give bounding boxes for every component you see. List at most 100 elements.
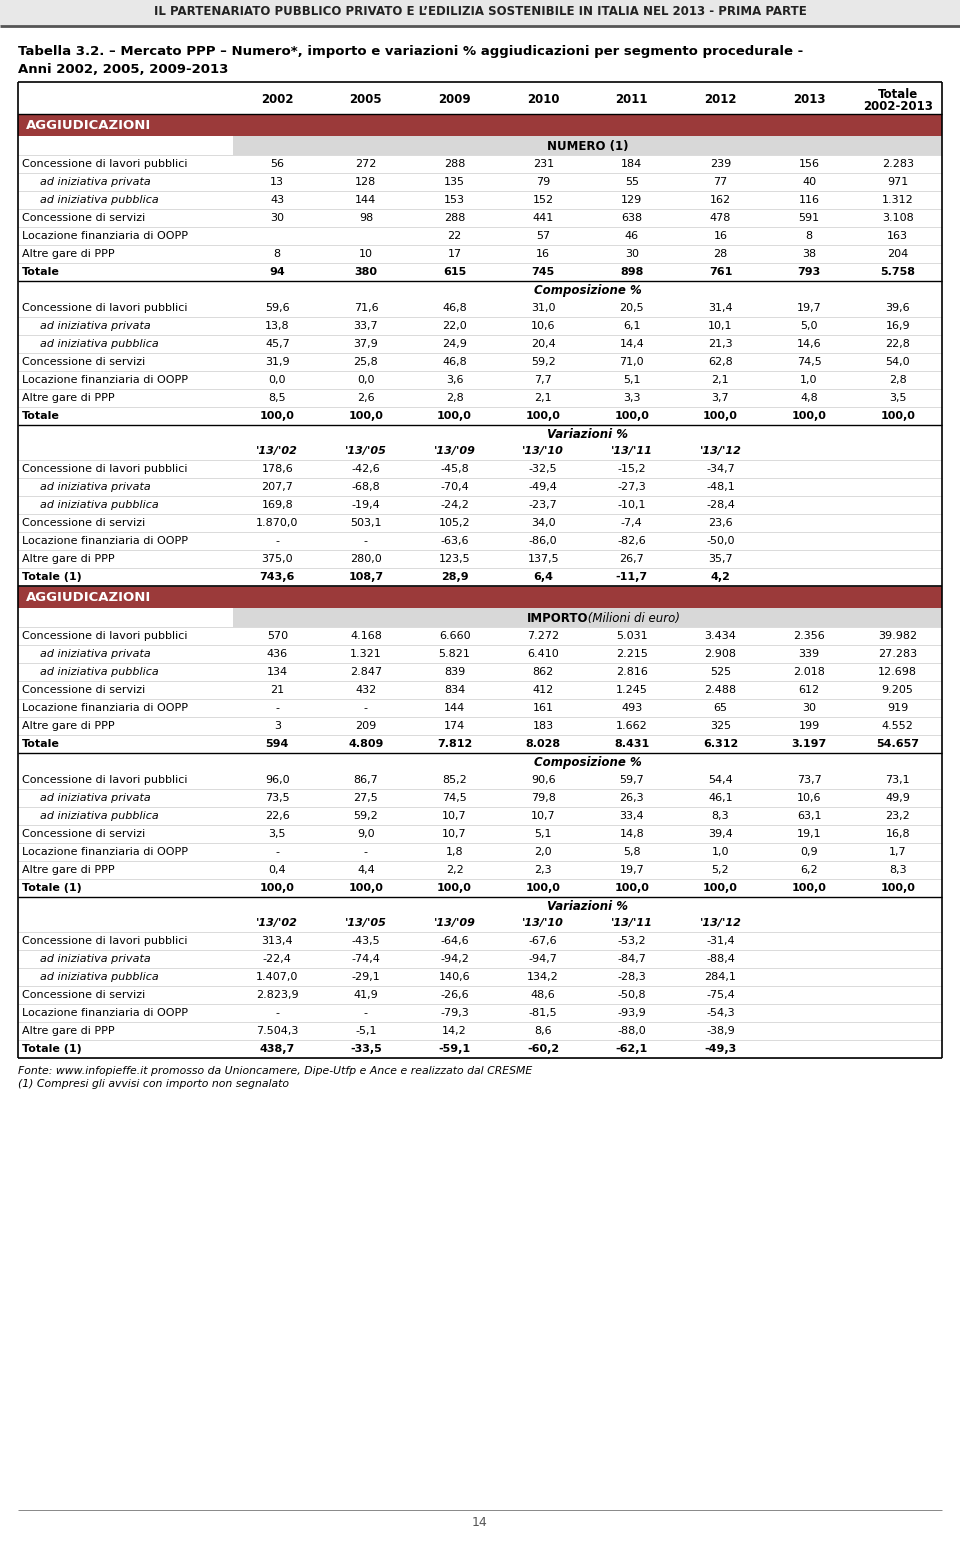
Bar [18,532,942,549]
Text: 108,7: 108,7 [348,572,383,582]
Text: -81,5: -81,5 [529,1008,558,1018]
Text: 2012: 2012 [705,93,736,106]
Text: 503,1: 503,1 [350,518,382,528]
Bar [18,82,942,114]
Text: 5,2: 5,2 [711,866,730,875]
Text: -82,6: -82,6 [617,535,646,546]
Text: 288: 288 [444,213,466,224]
Text: 10,1: 10,1 [708,321,732,332]
Text: 441: 441 [533,213,554,224]
Text: ad iniziativa pubblica: ad iniziativa pubblica [40,500,158,511]
Text: 8,3: 8,3 [889,866,906,875]
Text: Altre gare di PPP: Altre gare di PPP [22,554,114,565]
Text: 5,8: 5,8 [623,847,640,856]
Text: 2002-2013: 2002-2013 [863,100,932,113]
Bar [18,335,942,353]
Text: 2.823,9: 2.823,9 [256,991,299,1000]
Text: 100,0: 100,0 [437,410,472,421]
Text: 2,1: 2,1 [535,393,552,403]
Text: 204: 204 [887,248,908,259]
Text: 17: 17 [447,248,462,259]
Text: 638: 638 [621,213,642,224]
Text: 4.168: 4.168 [350,631,382,640]
Text: NUMERO (1): NUMERO (1) [547,140,628,153]
Text: 56: 56 [271,159,284,170]
Text: 5,1: 5,1 [623,375,640,386]
Text: 43: 43 [271,194,284,205]
Text: 46,8: 46,8 [443,302,467,313]
Text: 73,5: 73,5 [265,793,290,802]
Bar [18,826,942,842]
Bar [18,861,942,880]
Text: 28,9: 28,9 [441,572,468,582]
Text: 39.982: 39.982 [878,631,917,640]
Text: 7,7: 7,7 [535,375,552,386]
Text: 594: 594 [266,739,289,748]
Text: 152: 152 [533,194,554,205]
Bar [18,478,942,495]
Text: 38: 38 [802,248,816,259]
Text: -31,4: -31,4 [707,937,734,946]
Text: '13/'11: '13/'11 [611,918,653,927]
Text: 2010: 2010 [527,93,560,106]
Bar [18,932,942,950]
Text: -15,2: -15,2 [617,464,646,474]
Text: -34,7: -34,7 [706,464,734,474]
Text: 24,9: 24,9 [443,339,467,349]
Text: -64,6: -64,6 [441,937,468,946]
Text: 6.410: 6.410 [527,650,559,659]
Text: 1.407,0: 1.407,0 [256,972,299,981]
Text: 5,1: 5,1 [535,829,552,839]
Text: 919: 919 [887,704,908,713]
Text: 8,3: 8,3 [711,812,730,821]
Bar [18,191,942,208]
Text: -23,7: -23,7 [529,500,558,511]
Text: 55: 55 [625,177,638,187]
Text: 4.552: 4.552 [881,721,914,731]
Text: ad iniziativa pubblica: ad iniziativa pubblica [40,194,158,205]
Text: -32,5: -32,5 [529,464,558,474]
Text: -53,2: -53,2 [617,937,646,946]
Text: -: - [364,535,368,546]
Text: 1.312: 1.312 [882,194,914,205]
Text: 284,1: 284,1 [705,972,736,981]
Text: 8.431: 8.431 [614,739,649,748]
Text: 100,0: 100,0 [348,410,383,421]
Text: 3,5: 3,5 [269,829,286,839]
Text: Totale (1): Totale (1) [22,572,82,582]
Text: 19,1: 19,1 [797,829,822,839]
Text: Altre gare di PPP: Altre gare di PPP [22,248,114,259]
Text: 174: 174 [444,721,466,731]
Text: 793: 793 [798,267,821,278]
Text: 2,3: 2,3 [535,866,552,875]
Text: 5.821: 5.821 [439,650,470,659]
Text: 31,9: 31,9 [265,356,290,367]
Text: 57: 57 [536,231,550,241]
Text: 2.215: 2.215 [616,650,648,659]
Text: 21,3: 21,3 [708,339,732,349]
Text: 86,7: 86,7 [353,775,378,785]
Text: 10,7: 10,7 [443,829,467,839]
Bar [18,699,942,717]
Text: -63,6: -63,6 [441,535,468,546]
Text: 19,7: 19,7 [619,866,644,875]
Text: -19,4: -19,4 [351,500,380,511]
Text: 31,4: 31,4 [708,302,732,313]
Text: Concessione di servizi: Concessione di servizi [22,213,145,224]
Text: '13/'02: '13/'02 [256,446,299,457]
Text: 1,8: 1,8 [445,847,464,856]
Text: Locazione finanziaria di OOPP: Locazione finanziaria di OOPP [22,535,188,546]
Text: 34,0: 34,0 [531,518,556,528]
Text: 6,4: 6,4 [533,572,553,582]
Text: 71,6: 71,6 [353,302,378,313]
Text: 14,8: 14,8 [619,829,644,839]
Text: -49,3: -49,3 [705,1045,736,1054]
Text: 1,0: 1,0 [711,847,730,856]
Bar [18,549,942,568]
Text: 100,0: 100,0 [880,410,915,421]
Text: 184: 184 [621,159,642,170]
Text: 898: 898 [620,267,643,278]
Text: 13: 13 [271,177,284,187]
Text: -: - [276,847,279,856]
Text: 0,4: 0,4 [269,866,286,875]
